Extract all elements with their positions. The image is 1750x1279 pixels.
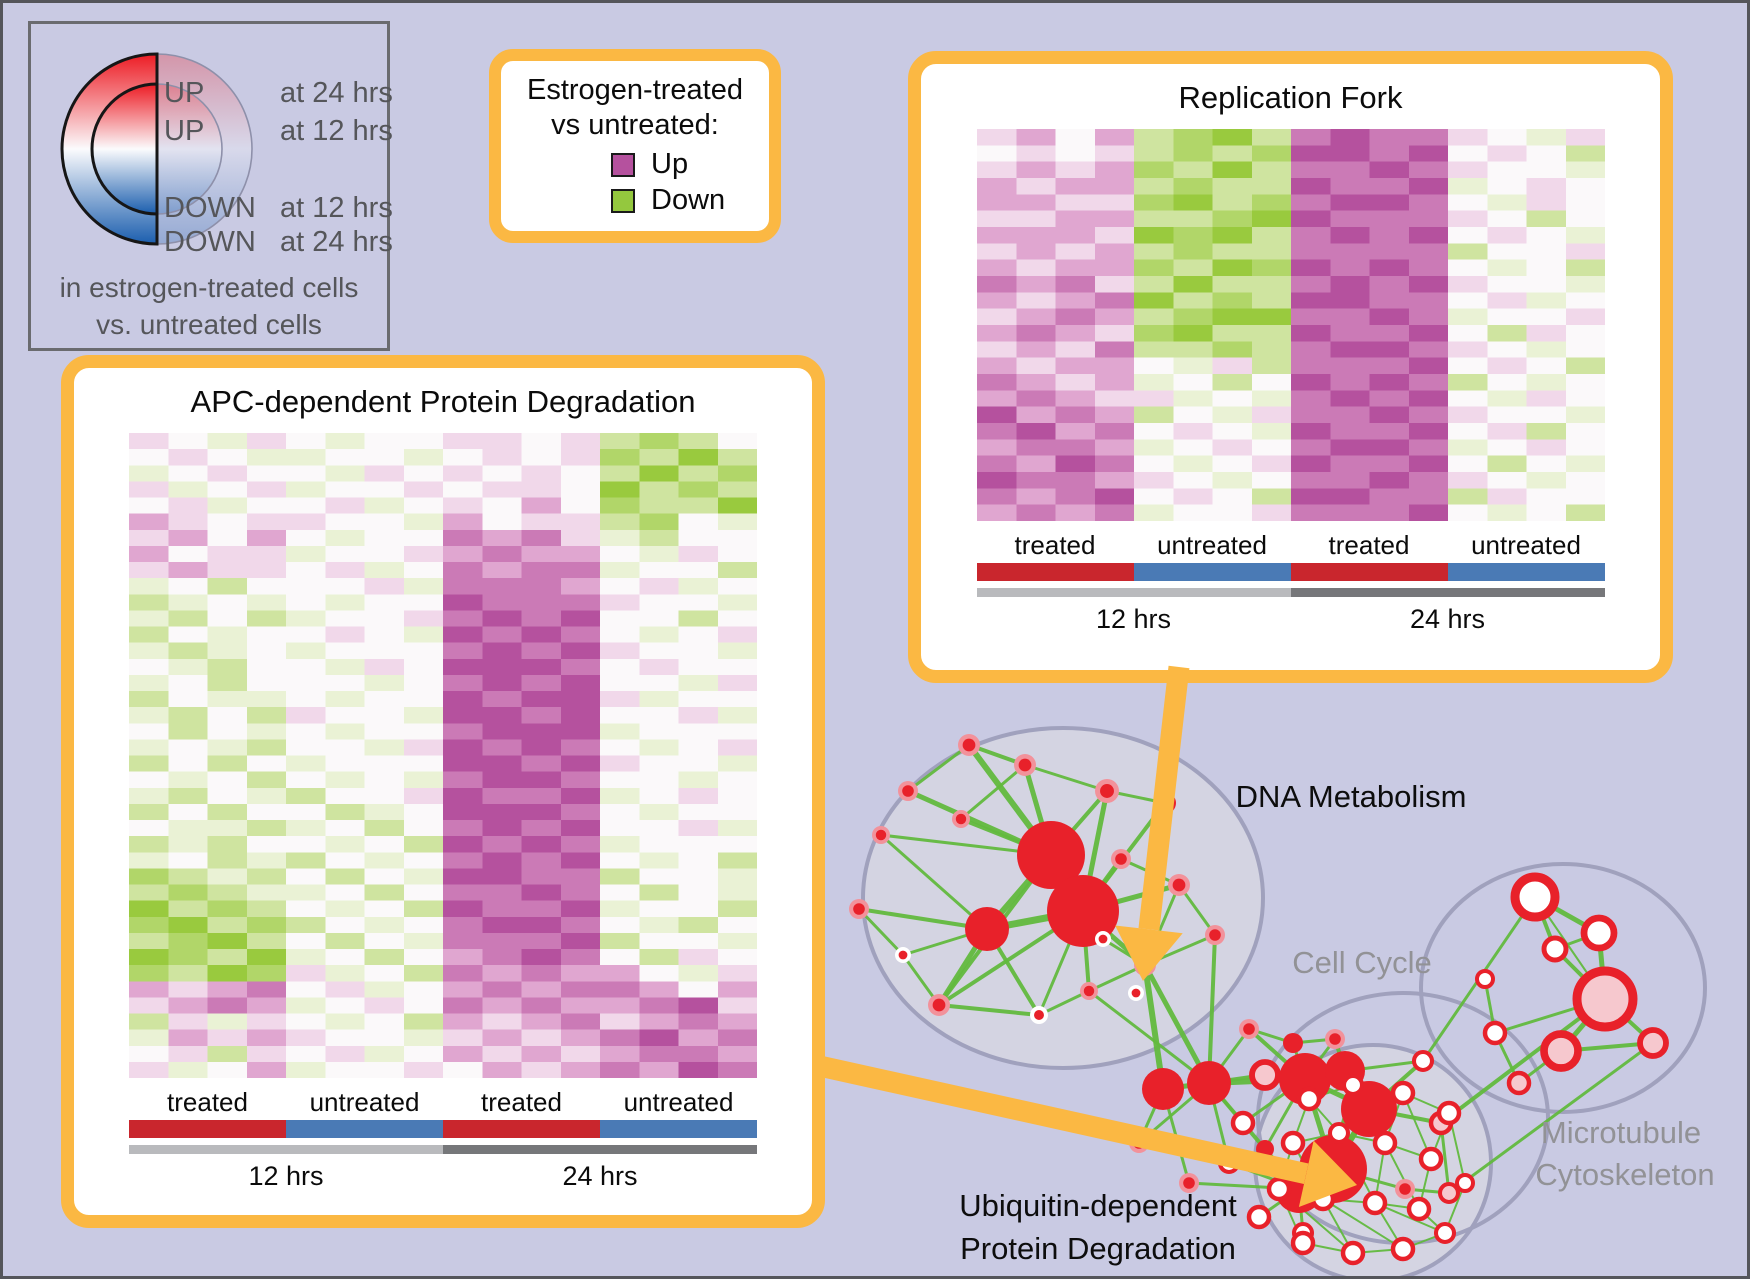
down-label: Down [651,184,726,216]
apc-panel-title: APC-dependent Protein Degradation [190,384,696,419]
dna-metabolism-label: DNA Metabolism [1235,779,1467,814]
bar-24hrs [443,1145,757,1154]
up-color-swatch [611,152,635,177]
estrogen-legend-title-line1: Estrogen-treated [526,74,743,106]
replication-fork-panel: Replication Fork treated untreated treat… [908,51,1673,683]
key-up-inner-label: UP [164,115,205,147]
key-time-12-up: at 12 hrs [280,115,393,147]
down-color-swatch [611,188,635,213]
apc-group-untreated-24: untreated [623,1087,734,1117]
treated-bar [976,563,1134,581]
rf-24hrs-label: 24 hrs [1409,604,1486,634]
estrogen-legend-box: Estrogen-treated vs untreated: Up Down [489,49,781,243]
rf-group-untreated-12: untreated [1157,530,1267,560]
apc-heatmap [129,433,757,1078]
rf-time-labels: 12 hrs 24 hrs [977,603,1605,635]
apc-time-labels: 12 hrs 24 hrs [129,1160,757,1192]
rf-12hrs-label: 12 hrs [1095,604,1172,634]
rf-group-untreated-24: untreated [1471,530,1581,560]
key-time-24-down: at 24 hrs [280,226,393,258]
apc-group-treated-24: treated [481,1087,562,1117]
bar-12hrs [976,588,1291,597]
estrogen-legend-title-line2: vs untreated: [551,109,719,141]
ubiquitin-label-line1: Ubiquitin-dependent [959,1188,1237,1223]
updown-circle-icon [60,52,253,246]
rf-group-labels: treated untreated treated untreated [977,530,1605,560]
apc-group-treated-12: treated [167,1087,248,1117]
apc-heatmap-panel: APC-dependent Protein Degradation treate… [61,355,825,1228]
apc-12hrs-label: 12 hrs [248,1161,324,1191]
rf-condition-bars [976,563,1605,581]
up-label: Up [651,148,689,180]
apc-group-untreated-12: untreated [309,1087,420,1117]
microtubule-label-line2: Cytoskeleton [1535,1157,1715,1192]
cell-cycle-label: Cell Cycle [1292,945,1432,980]
untreated-bar [1447,563,1605,581]
bar-12hrs [129,1145,443,1154]
bar-24hrs [1290,588,1605,597]
apc-condition-bars [129,1120,757,1138]
apc-time-bars [129,1145,757,1154]
apc-24hrs-label: 24 hrs [562,1161,638,1191]
microtubule-label-line1: Microtubule [1540,1115,1702,1150]
rf-group-treated-12: treated [1014,530,1096,560]
untreated-bar [600,1120,757,1138]
rf-heatmap [976,129,1605,521]
key-time-12-down: at 12 hrs [280,192,393,224]
key-note-line1: in estrogen-treated cells [59,272,359,303]
rf-panel-title: Replication Fork [1178,80,1403,115]
key-down-inner-label: DOWN [164,192,256,224]
key-time-24-up: at 24 hrs [280,77,393,109]
rf-group-treated-24: treated [1328,530,1410,560]
updown-color-key-box: UP UP DOWN DOWN at 24 hrs at 12 hrs at 1… [28,21,393,351]
legend-item-down: Down [611,186,769,215]
treated-bar [443,1120,600,1138]
key-note-line2: vs. untreated cells [96,309,322,340]
untreated-bar [286,1120,443,1138]
ubiquitin-label-line2: Protein Degradation [960,1231,1236,1266]
apc-group-labels: treated untreated treated untreated [129,1087,757,1117]
treated-bar [1290,563,1448,581]
untreated-bar [1133,563,1291,581]
legend-item-up: Up [611,150,769,179]
key-down-outer-label: DOWN [164,226,256,258]
key-up-outer-label: UP [164,77,205,109]
treated-bar [129,1120,286,1138]
rf-time-bars [976,588,1605,597]
